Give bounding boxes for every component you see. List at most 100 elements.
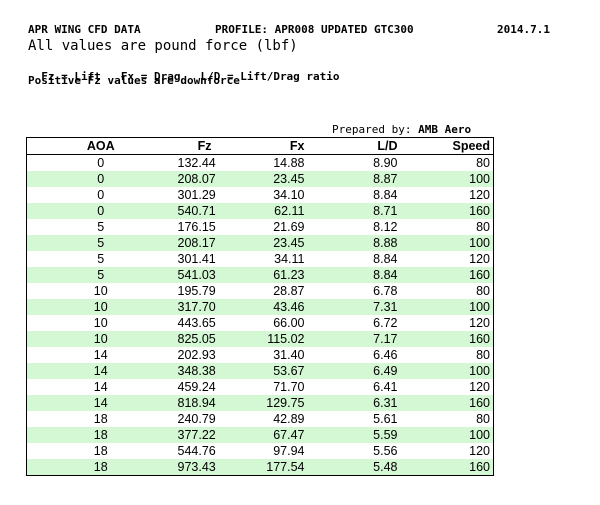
table-cell: 14.88 xyxy=(273,156,305,170)
table-cell: 5.61 xyxy=(373,412,398,426)
table-cell: 34.11 xyxy=(274,252,305,266)
table-cell: 23.45 xyxy=(214,235,308,251)
table-cell: 80 xyxy=(476,348,490,362)
table-cell: 540.71 xyxy=(174,203,216,219)
table-cell: 5 xyxy=(26,267,175,283)
note: Positive Fz values are downforce xyxy=(28,74,240,87)
table-cell: 62.11 xyxy=(214,203,308,219)
table-cell: 14 xyxy=(93,348,108,362)
table-cell: 100 xyxy=(400,427,494,443)
table-cell: 10 xyxy=(26,299,175,315)
doc-title: APR WING CFD DATA xyxy=(28,23,141,36)
table-cell: 6.31 xyxy=(307,395,401,411)
table-cell: 120 xyxy=(469,252,490,266)
table-cell: 120 xyxy=(469,188,490,202)
table-row: 5 208.17 23.45 8.88 100 xyxy=(26,235,494,251)
legend-item: Fz = Lift xyxy=(41,70,101,83)
table-cell: 177.54 xyxy=(214,459,308,476)
table-cell: 7.17 xyxy=(307,331,401,347)
table-cell: 317.70 xyxy=(174,299,216,315)
legend-item: L/D = Lift/Drag ratio xyxy=(200,70,340,83)
table-row: 14 459.24 71.70 6.41 120 xyxy=(27,379,494,395)
table-cell: 120 xyxy=(469,444,490,458)
prepared-by: Prepared by: AMB Aero xyxy=(332,123,471,136)
table-cell: 6.46 xyxy=(373,348,398,362)
table-row: 0 208.07 23.45 8.87 100 xyxy=(26,171,494,187)
table-cell: 5.56 xyxy=(373,444,398,458)
table-cell: 6.78 xyxy=(373,284,398,298)
table-row: 14 202.93 31.40 6.46 80 xyxy=(27,347,494,363)
table-cell: 8.12 xyxy=(373,220,398,234)
table-cell: 5 xyxy=(97,252,105,266)
table-cell: 31.40 xyxy=(273,348,305,362)
table-cell: 14 xyxy=(26,363,175,379)
table-cell: 459.24 xyxy=(177,380,216,394)
table-cell: 6.72 xyxy=(373,316,398,330)
table-cell: 8.84 xyxy=(373,252,398,266)
table-cell: 8.88 xyxy=(307,235,401,251)
table-cell: 14 xyxy=(26,395,175,411)
column-header: Fx xyxy=(214,137,308,155)
table-cell: 18 xyxy=(93,412,108,426)
table-cell: 208.17 xyxy=(174,235,216,251)
table-row: 5 301.41 34.11 8.84 120 xyxy=(27,251,494,267)
table-cell: 8.87 xyxy=(307,171,401,187)
table-cell: 544.76 xyxy=(177,444,216,458)
table-cell: 14 xyxy=(93,380,108,394)
table-row: 10 317.70 43.46 7.31 100 xyxy=(26,299,494,315)
table-cell: 120 xyxy=(469,380,490,394)
table-cell: 160 xyxy=(400,203,494,219)
table-cell: 10 xyxy=(93,284,108,298)
table-cell: 8.84 xyxy=(373,188,398,202)
table-row: 10 443.65 66.00 6.72 120 xyxy=(27,315,494,331)
table-cell: 5 xyxy=(97,220,105,234)
table-cell: 100 xyxy=(400,363,494,379)
table-cell: 0 xyxy=(26,171,175,187)
table-row: 0 132.44 14.88 8.90 80 xyxy=(27,155,494,172)
table-cell: 10 xyxy=(26,331,175,347)
table-cell: 7.31 xyxy=(307,299,401,315)
column-header: Fz xyxy=(174,137,215,155)
table-cell: 5.59 xyxy=(307,427,401,443)
table-cell: 160 xyxy=(400,267,494,283)
table-cell: 973.43 xyxy=(174,459,216,476)
table-row: 10 825.05 115.02 7.17 160 xyxy=(26,331,494,347)
table-row: 0 301.29 34.10 8.84 120 xyxy=(27,187,494,203)
table-cell: 818.94 xyxy=(174,395,216,411)
table-cell: 23.45 xyxy=(214,171,308,187)
table-cell: 0 xyxy=(97,156,105,170)
table-cell: 301.41 xyxy=(177,252,216,266)
table-cell: 100 xyxy=(400,235,494,251)
date: 2014.7.1 xyxy=(497,23,550,36)
prepared-name: AMB Aero xyxy=(418,123,472,136)
table-cell: 348.38 xyxy=(174,363,216,379)
table-cell: 120 xyxy=(469,316,490,330)
table-cell: 0 xyxy=(97,188,105,202)
table-row: 14 348.38 53.67 6.49 100 xyxy=(26,363,494,379)
table-cell: 129.75 xyxy=(214,395,308,411)
table-cell: 377.22 xyxy=(174,427,216,443)
table-cell: 6.49 xyxy=(307,363,401,379)
table-cell: 301.29 xyxy=(177,188,216,202)
table-cell: 21.69 xyxy=(273,220,305,234)
table-cell: 160 xyxy=(400,395,494,411)
table-cell: 80 xyxy=(476,284,490,298)
table-row: 0 540.71 62.11 8.71 160 xyxy=(26,203,494,219)
table-cell: 66.00 xyxy=(273,316,305,330)
table-row: 5 541.03 61.23 8.84 160 xyxy=(26,267,494,283)
table-row: 10 195.79 28.87 6.78 80 xyxy=(27,283,494,299)
column-header: AOA xyxy=(26,137,175,155)
table-row: 18 544.76 97.94 5.56 120 xyxy=(27,443,494,459)
table-cell: 176.15 xyxy=(177,220,216,234)
table-cell: 0 xyxy=(26,203,175,219)
prepared-label: Prepared by: xyxy=(332,123,412,136)
table-row: 5 176.15 21.69 8.12 80 xyxy=(27,219,494,235)
table-cell: 132.44 xyxy=(177,156,216,170)
table-row: 18 240.79 42.89 5.61 80 xyxy=(27,411,494,427)
table-cell: 195.79 xyxy=(177,284,216,298)
legend: Fz = Lift Fx = Drag L/D = Lift/Drag ratio xyxy=(28,57,360,83)
data-table: AOA Fz Fx L/D Speed 0 132.44 14.88 8.90 80 0 208.0… xyxy=(26,137,494,476)
table-cell: 18 xyxy=(26,459,175,476)
table-cell: 115.02 xyxy=(214,331,308,347)
table-cell: 28.87 xyxy=(273,284,305,298)
